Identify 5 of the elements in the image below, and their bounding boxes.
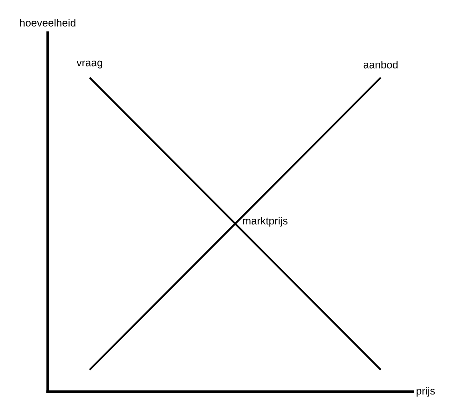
series-label: aanbod bbox=[364, 60, 398, 69]
annotation: marktprijs bbox=[243, 217, 288, 227]
series-label: vraag bbox=[76, 60, 102, 69]
y-axis-title: hoeveelheid bbox=[20, 19, 76, 27]
x-axis-title: prijs bbox=[416, 387, 436, 397]
